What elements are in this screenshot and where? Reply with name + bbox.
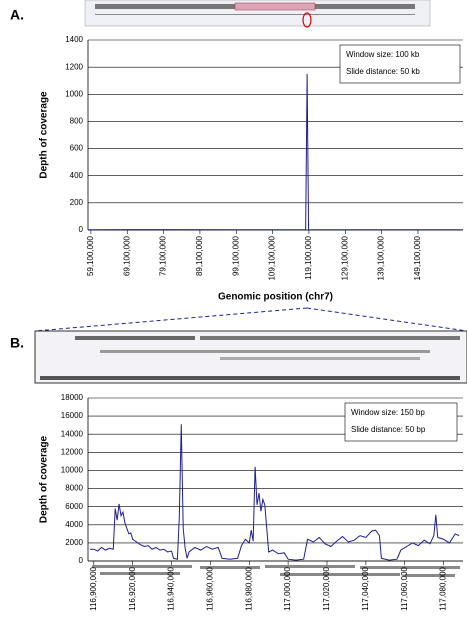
y-tick-label: 600 <box>70 144 84 153</box>
x-tick-label: 117,040,000 <box>361 566 370 610</box>
zoom-line <box>307 308 467 331</box>
y-tick-label: 8000 <box>65 484 83 493</box>
coverage-line <box>90 424 459 560</box>
y-tick-label: 18000 <box>61 393 84 402</box>
browser-thumbnail-b <box>35 331 467 383</box>
annotation: Slide distance: 50 bp <box>351 425 426 434</box>
y-tick-label: 12000 <box>61 447 84 456</box>
browser-thumbnail-a <box>85 0 430 27</box>
y-tick-label: 1000 <box>65 89 83 98</box>
y-tick-label: 400 <box>70 171 84 180</box>
y-tick-label: 1400 <box>65 35 83 44</box>
y-tick-label: 1200 <box>65 62 83 71</box>
annotation: Window size: 100 kb <box>346 50 420 59</box>
x-tick-label: 149,100,000 <box>413 235 422 280</box>
figure: A. 0 200 400 600 800 1000 1200 1400 59,100,000 69,… <box>0 0 467 633</box>
zoom-line <box>35 308 307 331</box>
y-tick-label: 0 <box>79 225 84 234</box>
x-tick-label: 109,100,000 <box>268 235 277 280</box>
x-tick-label: 59,100,000 <box>86 235 95 276</box>
x-tick-label: 117,080,000 <box>439 566 448 610</box>
x-tick-label: 116,920,000 <box>128 566 137 610</box>
x-tick-label: 139,100,000 <box>377 235 386 280</box>
annotation: Window size: 150 bp <box>351 408 425 417</box>
x-tick-label: 117,020,000 <box>322 566 331 610</box>
coverage-line <box>88 74 463 230</box>
x-tick-label: 129,100,000 <box>340 235 349 280</box>
x-tick-label: 116,980,000 <box>244 566 253 610</box>
panel-label: B. <box>10 335 24 351</box>
y-tick-label: 4000 <box>65 520 83 529</box>
y-axis-label: Depth of coverage <box>39 91 50 179</box>
x-tick-label: 116,900,000 <box>89 566 98 610</box>
x-tick-label: 119,100,000 <box>304 235 313 279</box>
y-tick-label: 200 <box>70 198 84 207</box>
x-tick-label: 117,060,000 <box>400 566 409 610</box>
x-tick-label: 79,100,000 <box>159 235 168 276</box>
y-tick-label: 2000 <box>65 538 83 547</box>
y-tick-label: 14000 <box>61 429 84 438</box>
annotation: Slide distance: 50 kb <box>346 67 420 76</box>
y-tick-label: 0 <box>79 556 84 565</box>
x-axis-label: Genomic position (chr7) <box>218 292 333 303</box>
y-tick-label: 10000 <box>61 466 84 475</box>
y-axis-label: Depth of coverage <box>39 435 50 523</box>
y-tick-label: 6000 <box>65 502 83 511</box>
x-tick-label: 116,940,000 <box>167 566 176 610</box>
y-tick-label: 16000 <box>61 411 84 420</box>
x-tick-label: 99,100,000 <box>231 235 240 276</box>
x-tick-label: 116,960,000 <box>206 566 215 610</box>
panel-label: A. <box>10 7 24 23</box>
x-tick-label: 69,100,000 <box>122 235 131 276</box>
y-tick-label: 800 <box>70 117 84 126</box>
x-tick-label: 89,100,000 <box>195 235 204 276</box>
x-tick-label: 117,000,000 <box>283 566 292 610</box>
